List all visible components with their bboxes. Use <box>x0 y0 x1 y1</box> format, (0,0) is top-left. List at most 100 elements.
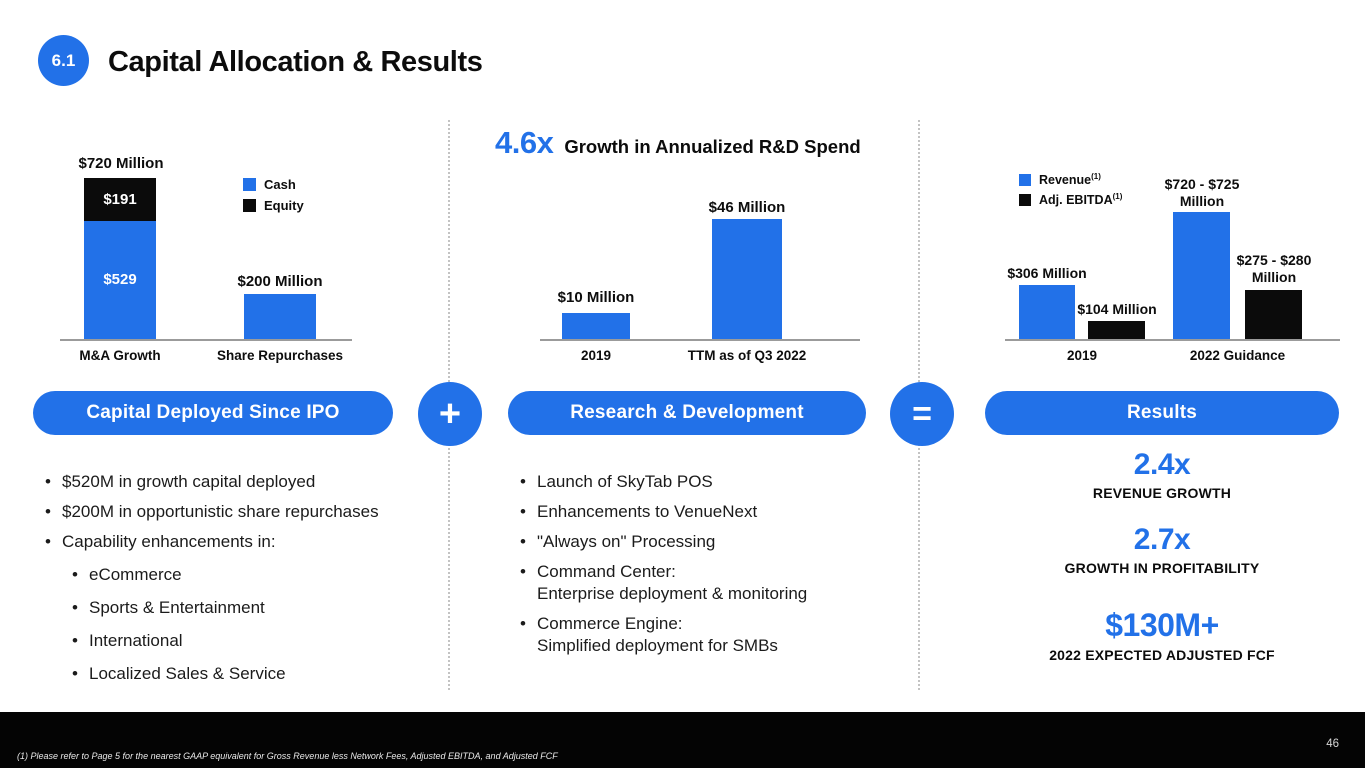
list-item: • International <box>72 630 445 652</box>
list-item: • $520M in growth capital deployed <box>45 471 445 493</box>
pill-research-development-label: Research & Development <box>570 402 804 423</box>
bullet-text: Localized Sales & Service <box>89 664 286 683</box>
pill-capital-deployed-label: Capital Deployed Since IPO <box>86 402 340 423</box>
rnd-2019-category: 2019 <box>580 348 612 363</box>
equity-legend-label: Equity <box>264 198 304 213</box>
capital-deployed-chart: $720 Million $191 $529 Cash Equity $200 … <box>60 150 352 363</box>
results-2019-category: 2019 <box>1066 348 1098 363</box>
mna-equity-segment: $191 <box>84 178 156 221</box>
revenue-2022-bar <box>1173 211 1230 339</box>
section-number: 6.1 <box>51 50 76 70</box>
pill-research-development: Research & Development <box>508 391 866 435</box>
results-chart: Revenue(1) Adj. EBITDA(1) $306 Million $… <box>1005 170 1340 363</box>
mna-cash-value: $529 <box>103 271 137 289</box>
bullet-text: Capability enhancements in: <box>62 532 276 551</box>
ebitda-legend-label: Adj. EBITDA(1) <box>1039 192 1122 207</box>
list-item: • Command Center: Enterprise deployment & … <box>520 561 890 605</box>
mna-cash-segment: $529 <box>84 220 156 339</box>
rnd-ttm-bar <box>712 219 782 339</box>
bullet-dot: • <box>520 502 526 521</box>
plus-glyph: + <box>438 393 462 435</box>
ebitda-2019-label: $104 Million <box>1077 301 1157 317</box>
section-number-badge: 6.1 <box>38 35 89 86</box>
share-repurchases-bar <box>244 294 316 339</box>
rnd-bullet-list: • Launch of SkyTab POS • Enhancements to V… <box>520 471 890 665</box>
rnd-ttm-category: TTM as of Q3 2022 <box>687 348 807 363</box>
bullet-dot: • <box>520 614 526 633</box>
legend-item-revenue: Revenue(1) <box>1019 172 1122 187</box>
bullet-text: Enhancements to VenueNext <box>537 502 758 521</box>
bullet-text: Launch of SkyTab POS <box>537 472 713 491</box>
revenue-2022-label: $720 - $725 Million <box>1164 176 1240 209</box>
revenue-footnote-marker: (1) <box>1091 172 1101 181</box>
stat-revenue-growth-value: 2.4x <box>1133 448 1191 481</box>
list-item: • Commerce Engine: Simplified deployment f… <box>520 613 890 657</box>
stat-profitability-value: 2.7x <box>1133 523 1191 556</box>
revenue-swatch-icon <box>1019 173 1031 186</box>
pill-capital-deployed: Capital Deployed Since IPO <box>33 391 393 435</box>
cash-swatch-icon <box>243 178 256 191</box>
legend-item-cash: Cash <box>243 177 304 192</box>
bullet-text: eCommerce <box>89 565 182 584</box>
equals-glyph: = <box>912 395 932 433</box>
bullet-dot: • <box>72 664 78 683</box>
bullet-text: $200M in opportunistic share repurchases <box>62 502 379 521</box>
results-chart-legend: Revenue(1) Adj. EBITDA(1) <box>1019 172 1122 207</box>
bullet-dot: • <box>520 532 526 551</box>
capital-chart-axis <box>60 339 352 341</box>
results-2022-category: 2022 Guidance <box>1189 348 1286 363</box>
rnd-headline-stat: 4.6x <box>495 125 554 160</box>
capability-sub-list: • eCommerce • Sports & Entertainment • Inte… <box>72 564 445 685</box>
mna-category-label: M&A Growth <box>79 348 161 363</box>
footer-bar: (1) Please refer to Page 5 for the neare… <box>0 712 1365 768</box>
ebitda-2019-bar <box>1088 320 1145 339</box>
legend-item-equity: Equity <box>243 198 304 213</box>
rnd-ttm-label: $46 Million <box>708 199 786 216</box>
bullet-text-line2: Simplified deployment for SMBs <box>537 636 778 655</box>
bullet-text: "Always on" Processing <box>537 532 716 551</box>
pill-results: Results <box>985 391 1339 435</box>
list-item: • "Always on" Processing <box>520 531 890 553</box>
equals-icon: = <box>890 382 954 446</box>
pill-results-label: Results <box>1126 402 1198 423</box>
legend-item-ebitda: Adj. EBITDA(1) <box>1019 192 1122 207</box>
page-title: Capital Allocation & Results <box>108 46 483 78</box>
rnd-headline-text: Growth in Annualized R&D Spend <box>564 136 861 157</box>
mna-total-label: $720 Million <box>78 155 164 172</box>
stat-fcf-label: 2022 EXPECTED ADJUSTED FCF <box>1049 647 1275 663</box>
rnd-2019-bar <box>562 313 630 339</box>
ebitda-2022-bar <box>1245 290 1302 339</box>
bullet-dot: • <box>520 562 526 581</box>
stat-fcf-value: $130M+ <box>1105 607 1219 643</box>
rnd-chart-axis <box>540 339 860 341</box>
revenue-legend-text: Revenue <box>1039 173 1092 188</box>
capital-bullet-list: • $520M in growth capital deployed • $200M… <box>45 471 445 696</box>
bullet-dot: • <box>520 472 526 491</box>
capital-chart-legend: Cash Equity <box>243 177 304 213</box>
list-item: • Launch of SkyTab POS <box>520 471 890 493</box>
list-item: • $200M in opportunistic share repurchase… <box>45 501 445 523</box>
stat-profitability-label: GROWTH IN PROFITABILITY <box>1064 560 1260 576</box>
footnote-text: (1) Please refer to Page 5 for the neare… <box>17 751 558 761</box>
repurchase-total-label: $200 Million <box>237 273 323 290</box>
ebitda-2022-label: $275 - $280 Million <box>1236 252 1312 285</box>
list-item: • Capability enhancements in: <box>45 531 445 553</box>
bullet-dot: • <box>72 631 78 650</box>
plus-icon: + <box>418 382 482 446</box>
bullet-text-line2: Enterprise deployment & monitoring <box>537 584 808 603</box>
revenue-legend-label: Revenue(1) <box>1039 172 1101 187</box>
list-item: • eCommerce <box>72 564 445 586</box>
page-number: 46 <box>1326 738 1339 750</box>
results-stats: 2.4x REVENUE GROWTH 2.7x GROWTH IN PROFI… <box>985 448 1339 685</box>
ebitda-footnote-marker: (1) <box>1112 192 1123 202</box>
bullet-dot: • <box>45 472 51 491</box>
ebitda-legend-text: Adj. EBITDA <box>1039 193 1113 208</box>
bullet-dot: • <box>45 502 51 521</box>
cash-legend-label: Cash <box>264 177 296 192</box>
rnd-spend-chart: $10 Million $46 Million 2019 TTM as of Q… <box>540 199 860 363</box>
list-item: • Localized Sales & Service <box>72 663 445 685</box>
list-item: • Sports & Entertainment <box>72 597 445 619</box>
bullet-text: Sports & Entertainment <box>89 598 265 617</box>
revenue-2019-label: $306 Million <box>1007 265 1087 281</box>
